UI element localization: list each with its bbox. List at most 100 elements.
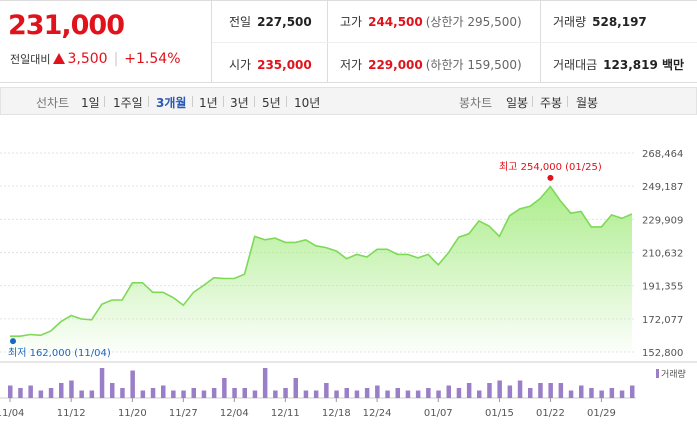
y-tick-label: 249,187 bbox=[642, 182, 683, 193]
volume-bar bbox=[548, 383, 553, 398]
volume-bar bbox=[487, 383, 492, 398]
x-tick-label: 12/11 bbox=[271, 408, 300, 419]
volume-bar bbox=[477, 390, 482, 398]
stat-prev-close: 전일 227,500 bbox=[229, 15, 312, 29]
x-tick-label: 12/04 bbox=[220, 408, 249, 419]
chart-tabs: 선차트 1일 1주일 3개월 1년 3년 5년 10년 봉차트 일봉 주봉 월봉 bbox=[0, 87, 697, 115]
volume-bar bbox=[211, 388, 217, 398]
volume-bar bbox=[191, 388, 196, 398]
tab-5year[interactable]: 5년 bbox=[262, 96, 281, 110]
volume-bar bbox=[375, 385, 380, 398]
volume-bar bbox=[446, 385, 451, 398]
volume-bar bbox=[364, 388, 370, 398]
tab-daily-candle[interactable]: 일봉 bbox=[506, 96, 529, 110]
volume-bar bbox=[38, 390, 44, 398]
volume-bar bbox=[252, 390, 258, 398]
change-label: 전일대비 bbox=[10, 53, 51, 66]
x-tick-label: 12/24 bbox=[363, 408, 392, 419]
tab-1week[interactable]: 1주일 bbox=[113, 96, 143, 110]
volume-bar bbox=[426, 388, 431, 398]
volume-bar bbox=[354, 390, 360, 398]
change-percent: +1.54% bbox=[124, 51, 181, 67]
min-price-label: 최저 162,000 (11/04) bbox=[8, 347, 111, 359]
volume-bar bbox=[436, 390, 441, 398]
volume-bar bbox=[18, 388, 23, 398]
volume-bar bbox=[568, 390, 574, 398]
tab-weekly-candle[interactable]: 주봉 bbox=[540, 96, 563, 110]
stat-low: 저가 229,000 (하한가 159,500) bbox=[340, 58, 522, 72]
max-point-marker bbox=[547, 174, 554, 181]
tab-1year[interactable]: 1년 bbox=[199, 96, 218, 110]
volume-bar bbox=[89, 390, 95, 398]
stat-high: 고가 244,500 (상한가 295,500) bbox=[340, 15, 522, 29]
volume-bar bbox=[181, 390, 186, 398]
tab-monthly-candle[interactable]: 월봉 bbox=[576, 96, 599, 110]
line-chart-label: 선차트 bbox=[36, 96, 70, 110]
volume-bar bbox=[415, 390, 421, 398]
stat-open: 시가 235,000 bbox=[229, 58, 312, 72]
up-triangle-icon bbox=[53, 53, 66, 64]
x-tick-label: 12/18 bbox=[322, 408, 351, 419]
x-tick-label: 11/20 bbox=[118, 408, 147, 419]
x-tick-label: 01/22 bbox=[536, 408, 565, 419]
volume-bar bbox=[579, 385, 584, 398]
volume-bar bbox=[8, 385, 13, 398]
y-tick-label: 152,800 bbox=[642, 348, 683, 359]
x-tick-label: 11/27 bbox=[169, 408, 198, 419]
volume-bar bbox=[232, 388, 237, 398]
volume-legend-label: 거래량 bbox=[661, 368, 686, 380]
x-tick-label: 01/29 bbox=[587, 408, 616, 419]
volume-bar bbox=[456, 388, 462, 398]
x-tick-label: 01/07 bbox=[424, 408, 453, 419]
tab-10year[interactable]: 10년 bbox=[294, 96, 321, 110]
volume-bar bbox=[59, 383, 64, 398]
volume-bar bbox=[517, 380, 523, 398]
tab-3year[interactable]: 3년 bbox=[230, 96, 249, 110]
y-tick-label: 191,355 bbox=[642, 282, 683, 293]
volume-bar bbox=[313, 390, 319, 398]
volume-bar bbox=[630, 385, 635, 398]
volume-bar bbox=[222, 378, 227, 398]
quote-summary: 231,000 전일대비 3,500 | +1.54% 전일 227,500 고가 244… bbox=[0, 0, 697, 83]
volume-bar bbox=[110, 383, 115, 398]
volume-bar bbox=[283, 388, 288, 398]
candle-chart-label: 봉차트 bbox=[459, 96, 493, 110]
volume-bar bbox=[140, 390, 146, 398]
volume-bar bbox=[385, 390, 390, 398]
volume-bar bbox=[69, 380, 74, 398]
price-change: 전일대비 3,500 | +1.54% bbox=[10, 51, 181, 67]
volume-legend-swatch bbox=[656, 369, 659, 378]
volume-bar bbox=[262, 368, 268, 398]
volume-bar bbox=[619, 390, 625, 398]
stat-amount: 거래대금 123,819 백만 bbox=[553, 58, 685, 72]
volume-bar bbox=[130, 370, 135, 398]
volume-bar bbox=[28, 385, 33, 398]
volume-bar bbox=[507, 385, 513, 398]
tab-1day[interactable]: 1일 bbox=[81, 96, 100, 110]
volume-bar bbox=[99, 368, 105, 398]
volume-bar bbox=[599, 390, 604, 398]
volume-bar bbox=[242, 388, 247, 398]
volume-bar bbox=[558, 383, 564, 398]
current-price: 231,000 bbox=[8, 10, 125, 41]
change-amount: 3,500 bbox=[67, 51, 108, 67]
volume-bar bbox=[395, 388, 400, 398]
volume-bar bbox=[48, 388, 54, 398]
y-tick-label: 172,077 bbox=[642, 315, 683, 326]
tab-3month[interactable]: 3개월 bbox=[156, 96, 187, 110]
volume-bar bbox=[120, 388, 125, 398]
volume-bar bbox=[334, 390, 339, 398]
volume-bar bbox=[293, 378, 298, 398]
price-area bbox=[10, 186, 632, 352]
volume-bar bbox=[405, 390, 411, 398]
volume-bar bbox=[79, 390, 84, 398]
volume-bar bbox=[344, 388, 349, 398]
max-price-label: 최고 254,000 (01/25) bbox=[499, 161, 602, 173]
y-tick-label: 268,464 bbox=[642, 149, 683, 160]
volume-bar bbox=[273, 390, 278, 398]
x-tick-label: 11/04 bbox=[0, 408, 24, 419]
volume-bar bbox=[324, 383, 329, 398]
min-point-marker bbox=[10, 338, 16, 345]
x-tick-label: 11/12 bbox=[57, 408, 86, 419]
